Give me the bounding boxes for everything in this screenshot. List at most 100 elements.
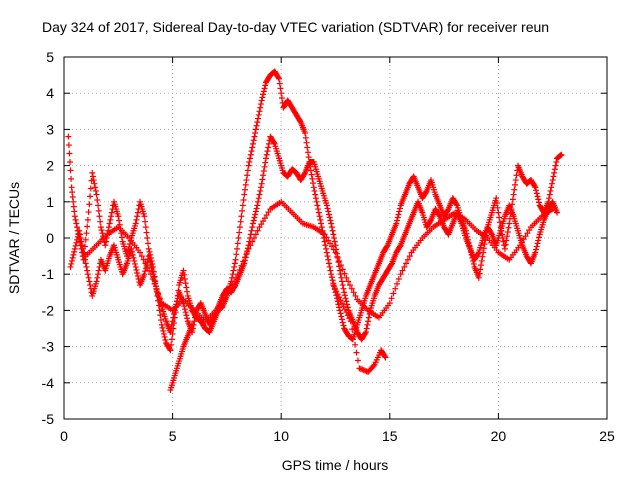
data-point xyxy=(326,214,333,221)
data-point xyxy=(323,234,330,241)
data-point xyxy=(301,171,308,178)
data-point xyxy=(339,266,346,273)
data-point xyxy=(156,307,163,314)
data-point xyxy=(68,257,75,264)
data-point xyxy=(311,187,318,194)
data-point xyxy=(244,167,251,174)
data-point xyxy=(241,191,248,198)
data-point xyxy=(158,317,165,324)
data-point xyxy=(399,267,406,274)
data-point xyxy=(234,245,241,252)
x-tick-label: 10 xyxy=(273,428,289,444)
data-point xyxy=(550,173,557,180)
data-point xyxy=(252,208,259,215)
data-point xyxy=(249,238,256,245)
data-point xyxy=(116,217,123,224)
data-point xyxy=(230,267,237,274)
data-point xyxy=(134,273,141,280)
data-point xyxy=(78,238,85,245)
data-point xyxy=(146,248,153,255)
data-point xyxy=(262,155,269,162)
data-point xyxy=(260,168,267,175)
data-point xyxy=(325,237,332,244)
data-point xyxy=(510,191,517,198)
data-point xyxy=(257,101,264,108)
data-point xyxy=(302,134,309,141)
data-point xyxy=(152,280,159,287)
data-point xyxy=(326,263,333,270)
data-point xyxy=(511,186,518,193)
data-point xyxy=(255,115,262,122)
data-point xyxy=(403,260,410,267)
data-point xyxy=(362,329,369,336)
data-point xyxy=(532,184,539,191)
data-point xyxy=(182,309,189,316)
data-point xyxy=(349,326,356,333)
data-point xyxy=(79,242,86,249)
data-point xyxy=(304,144,311,151)
data-point xyxy=(518,239,525,246)
data-point xyxy=(235,235,242,241)
data-point xyxy=(107,216,114,223)
data-point xyxy=(159,324,166,331)
data-point xyxy=(74,224,81,231)
data-point xyxy=(557,152,564,159)
data-point xyxy=(98,227,105,234)
data-point xyxy=(500,238,507,245)
data-point xyxy=(496,219,503,226)
data-point xyxy=(133,216,140,223)
data-point xyxy=(181,271,188,278)
data-point xyxy=(551,166,558,173)
data-point xyxy=(343,298,350,305)
data-point xyxy=(553,158,560,165)
data-point xyxy=(276,80,283,87)
data-point xyxy=(496,214,503,221)
data-point xyxy=(318,224,325,231)
data-point xyxy=(238,262,245,269)
data-point xyxy=(145,245,152,252)
data-point xyxy=(546,191,553,198)
data-point xyxy=(95,207,102,214)
data-point xyxy=(254,202,261,209)
data-point xyxy=(92,187,99,194)
data-point xyxy=(252,231,259,238)
data-point xyxy=(344,312,351,319)
data-point xyxy=(263,151,270,158)
data-point xyxy=(534,193,541,200)
data-point xyxy=(261,163,268,170)
data-point xyxy=(396,208,403,215)
data-point xyxy=(252,126,259,133)
data-point xyxy=(223,292,230,299)
data-point xyxy=(85,209,92,216)
y-axis-label: SDTVAR / TECUs xyxy=(6,182,22,294)
data-point xyxy=(558,151,565,158)
axis-ticks: -5 -4 -3 -2 -1 0 1 2 3 4 5 0 5 10 15 20 25 xyxy=(42,49,615,444)
data-point xyxy=(181,306,188,313)
data-point xyxy=(325,211,332,218)
data-point xyxy=(334,291,341,298)
data-point xyxy=(80,249,87,256)
data-point xyxy=(330,231,337,238)
data-point xyxy=(475,274,482,281)
data-point xyxy=(470,260,477,267)
data-point xyxy=(341,289,348,296)
data-point xyxy=(147,271,154,278)
y-tick-label: -4 xyxy=(42,375,55,391)
data-point xyxy=(249,220,256,227)
data-point xyxy=(70,251,77,258)
data-point xyxy=(354,357,361,364)
data-point xyxy=(180,267,187,274)
data-point xyxy=(73,239,80,246)
data-point xyxy=(84,267,91,274)
data-point xyxy=(225,289,232,296)
data-point xyxy=(246,158,253,165)
data-point xyxy=(314,202,321,209)
data-point xyxy=(265,140,272,147)
data-point xyxy=(347,318,354,325)
data-point xyxy=(132,263,139,270)
data-point xyxy=(141,213,148,220)
data-point xyxy=(327,240,334,247)
data-point xyxy=(397,271,404,278)
data-point xyxy=(396,243,403,250)
data-point xyxy=(260,172,267,179)
